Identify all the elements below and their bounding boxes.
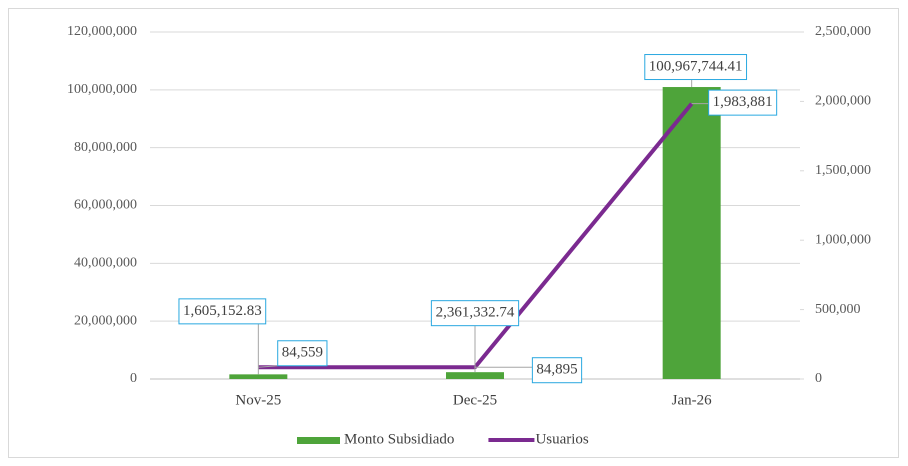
y-tick-label: 40,000,000 (74, 256, 137, 271)
bar (662, 87, 721, 379)
data-label: 1,983,881 (713, 94, 773, 110)
x-tick-label: Nov-25 (235, 392, 281, 408)
data-label: 84,895 (536, 362, 577, 378)
x-tick-label: Dec-25 (453, 392, 497, 408)
y2-tick-label: 1,500,000 (815, 163, 871, 178)
y-tick-label: 20,000,000 (74, 313, 137, 328)
data-label-box (531, 357, 583, 384)
y2-tick-label: 0 (815, 371, 822, 386)
y2-tick-label: 500,000 (815, 302, 861, 317)
y2-tick-label: 1,000,000 (815, 232, 871, 247)
bar (229, 374, 288, 379)
data-label-box (277, 340, 328, 367)
y-tick-label: 0 (130, 371, 137, 386)
legend-label: Usuarios (535, 431, 588, 447)
y-tick-label: 100,000,000 (67, 82, 137, 97)
data-label: 1,605,152.83 (183, 303, 262, 319)
y-tick-label: 120,000,000 (67, 24, 137, 39)
leader-line (258, 365, 278, 368)
legend-label: Monto Subsidiado (344, 431, 454, 447)
y-tick-label: 60,000,000 (74, 198, 137, 213)
y2-tick-label: 2,000,000 (815, 94, 871, 109)
chart-border (8, 8, 899, 458)
legend-swatch (297, 437, 340, 444)
data-label-box (178, 298, 267, 325)
data-label: 100,967,744.41 (649, 58, 743, 74)
data-label-box (644, 54, 748, 81)
data-label-box (708, 89, 778, 116)
x-tick-label: Jan-26 (672, 392, 712, 408)
y2-tick-label: 2,500,000 (815, 24, 871, 39)
y-tick-label: 80,000,000 (74, 140, 137, 155)
bar (446, 372, 504, 379)
data-label-box (430, 300, 520, 327)
data-label: 2,361,332.74 (436, 305, 515, 321)
data-label: 84,559 (282, 345, 323, 361)
